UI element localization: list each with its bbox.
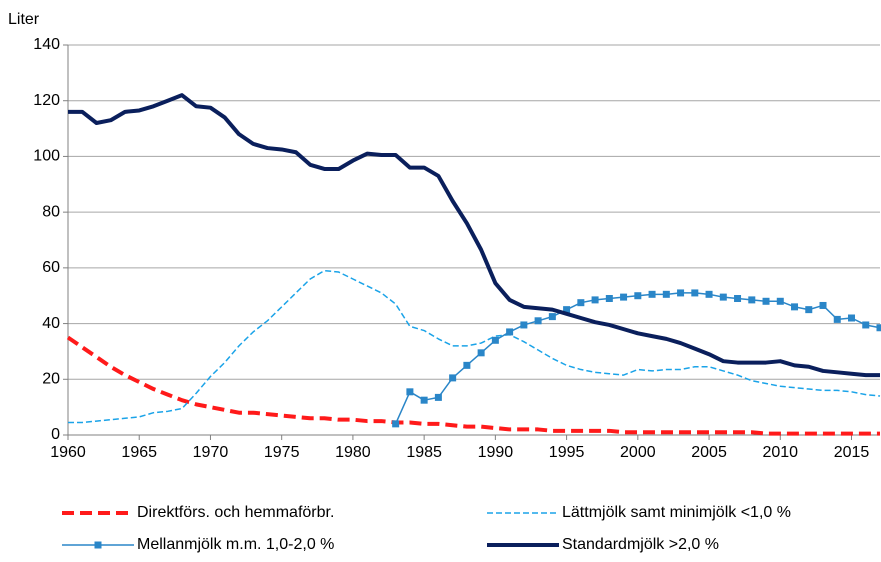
point-marker (634, 292, 641, 299)
y-tick-label: 20 (42, 371, 60, 388)
y-tick-label: 40 (42, 315, 60, 332)
legend-label: Lättmjölk samt minimjölk <1,0 % (562, 504, 791, 521)
point-marker (720, 294, 727, 301)
point-marker (549, 313, 556, 320)
series-line (68, 95, 880, 375)
point-marker (677, 289, 684, 296)
point-marker (421, 397, 428, 404)
point-marker (406, 388, 413, 395)
legend-label: Standardmjölk >2,0 % (562, 536, 719, 553)
x-tick-label: 1965 (121, 444, 157, 461)
point-marker (492, 337, 499, 344)
point-marker (791, 303, 798, 310)
series-line (68, 271, 880, 423)
point-marker (877, 324, 881, 331)
point-marker (478, 349, 485, 356)
point-marker (520, 321, 527, 328)
x-tick-label: 1995 (549, 444, 585, 461)
point-marker (577, 299, 584, 306)
legend-marker (95, 542, 102, 549)
point-marker (706, 291, 713, 298)
legend-label: Mellanmjölk m.m. 1,0-2,0 % (137, 536, 334, 553)
y-tick-label: 100 (33, 148, 60, 165)
point-marker (748, 296, 755, 303)
y-axis-label: Liter (8, 11, 40, 28)
point-marker (691, 289, 698, 296)
point-marker (435, 394, 442, 401)
point-marker (734, 295, 741, 302)
y-tick-label: 80 (42, 203, 60, 220)
series-line (68, 338, 880, 434)
legend-label: Direktförs. och hemmaförbr. (137, 504, 334, 521)
y-tick-label: 60 (42, 259, 60, 276)
point-marker (592, 296, 599, 303)
point-marker (663, 291, 670, 298)
point-marker (392, 420, 399, 427)
x-tick-label: 2000 (620, 444, 656, 461)
y-tick-label: 140 (33, 36, 60, 53)
point-marker (449, 374, 456, 381)
x-tick-label: 1970 (193, 444, 229, 461)
y-tick-label: 0 (51, 426, 60, 443)
x-tick-label: 2005 (691, 444, 727, 461)
x-tick-label: 1960 (50, 444, 86, 461)
point-marker (848, 315, 855, 322)
point-marker (805, 306, 812, 313)
point-marker (535, 317, 542, 324)
x-tick-label: 1990 (478, 444, 514, 461)
x-tick-label: 1985 (406, 444, 442, 461)
point-marker (777, 298, 784, 305)
point-marker (834, 316, 841, 323)
point-marker (862, 321, 869, 328)
point-marker (763, 298, 770, 305)
point-marker (606, 295, 613, 302)
point-marker (506, 328, 513, 335)
x-tick-label: 1980 (335, 444, 371, 461)
point-marker (463, 362, 470, 369)
point-marker (649, 291, 656, 298)
point-marker (820, 302, 827, 309)
x-tick-label: 2015 (834, 444, 870, 461)
x-tick-label: 2010 (762, 444, 798, 461)
point-marker (620, 294, 627, 301)
y-tick-label: 120 (33, 92, 60, 109)
x-tick-label: 1975 (264, 444, 300, 461)
